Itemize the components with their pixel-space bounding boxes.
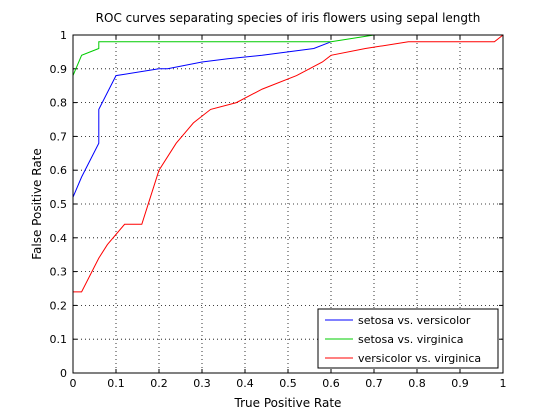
x-tick-label: 0.3 (193, 377, 211, 390)
y-tick-label: 0.8 (50, 97, 68, 110)
axes-box (72, 34, 504, 374)
y-tick-label: 0.1 (50, 333, 68, 346)
series-line-3 (73, 34, 504, 293)
x-tick-label: 0.4 (236, 377, 254, 390)
chart-title: ROC curves separating species of iris fl… (96, 11, 481, 25)
y-tick-label: 0.9 (50, 63, 68, 76)
y-tick-label: 0.3 (50, 266, 68, 279)
legend-label-2: setosa vs. virginica (358, 333, 464, 346)
x-tick-label: 0.7 (365, 377, 383, 390)
legend-label-3: versicolor vs. virginica (358, 352, 481, 365)
x-axis-label: True Positive Rate (234, 396, 342, 410)
x-tick-label: 0.9 (451, 377, 469, 390)
y-tick-label: 0.2 (50, 299, 68, 312)
x-tick-label: 1 (500, 377, 507, 390)
legend-label-1: setosa vs. versicolor (358, 314, 471, 327)
y-tick-label: 0.5 (50, 198, 68, 211)
y-tick-label: 0.6 (50, 164, 68, 177)
x-tick-label: 0.8 (408, 377, 426, 390)
x-tick-label: 0.6 (322, 377, 340, 390)
y-tick-label: 0.7 (50, 130, 68, 143)
y-tick-label: 0.4 (50, 232, 68, 245)
y-axis-label: False Positive Rate (30, 148, 44, 260)
y-tick-label: 1 (60, 29, 67, 42)
x-tick-label: 0 (70, 377, 77, 390)
y-tick-label: 0 (60, 367, 67, 380)
series-line-1 (72, 41, 332, 198)
x-tick-label: 0.5 (279, 377, 297, 390)
x-tick-label: 0.2 (150, 377, 168, 390)
x-tick-label: 0.1 (107, 377, 125, 390)
